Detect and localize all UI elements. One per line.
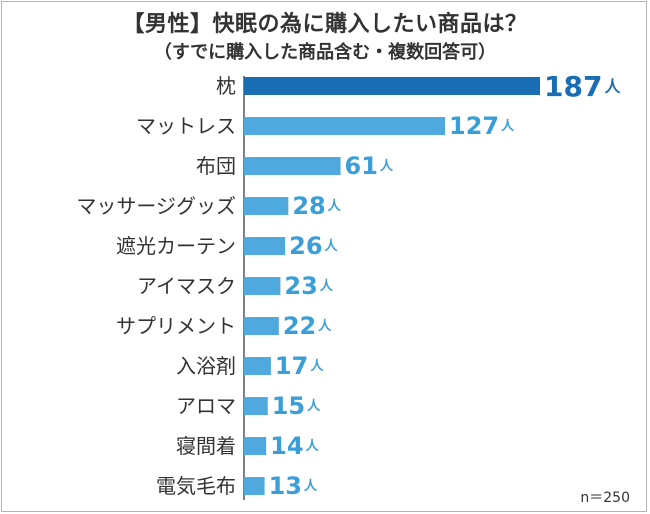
category-label: サプリメント bbox=[116, 314, 236, 338]
bar bbox=[244, 157, 341, 175]
bar bbox=[244, 477, 265, 495]
bar bbox=[244, 357, 271, 375]
value-label: 187 人 bbox=[544, 70, 621, 103]
bar bbox=[244, 237, 286, 255]
category-label: 布団 bbox=[196, 154, 236, 178]
category-label: 枕 bbox=[216, 74, 236, 98]
value-label: 15 人 bbox=[272, 392, 321, 420]
bar bbox=[244, 197, 289, 215]
category-label: 入浴剤 bbox=[176, 354, 236, 378]
chart-title: 【男性】快眠の為に購入したい商品は？ bbox=[122, 12, 528, 37]
value-label: 127 人 bbox=[449, 112, 515, 140]
bar bbox=[244, 277, 281, 295]
category-label: マットレス bbox=[136, 114, 236, 138]
sample-size-note: n＝250 bbox=[580, 490, 630, 506]
bar bbox=[244, 397, 268, 415]
bar bbox=[244, 77, 540, 95]
bar bbox=[244, 437, 267, 455]
value-label: 28 人 bbox=[292, 192, 341, 220]
value-label: 17 人 bbox=[275, 352, 324, 380]
category-label: マッサージグッズ bbox=[76, 194, 236, 218]
value-label: 61 人 bbox=[345, 152, 394, 180]
chart-subtitle: （すでに購入した商品含む・複数回答可） bbox=[153, 42, 497, 63]
bar bbox=[244, 317, 279, 335]
category-label: 寝間着 bbox=[176, 434, 236, 458]
value-label: 14 人 bbox=[270, 432, 319, 460]
category-label: アイマスク bbox=[137, 274, 236, 298]
value-label: 23 人 bbox=[284, 272, 333, 300]
value-label: 13 人 bbox=[269, 472, 318, 500]
category-label: 遮光カーテン bbox=[116, 234, 236, 258]
category-label: アロマ bbox=[176, 394, 236, 418]
value-label: 26 人 bbox=[289, 232, 338, 260]
category-label: 電気毛布 bbox=[156, 474, 236, 498]
bar bbox=[244, 117, 446, 135]
value-label: 22 人 bbox=[283, 312, 332, 340]
